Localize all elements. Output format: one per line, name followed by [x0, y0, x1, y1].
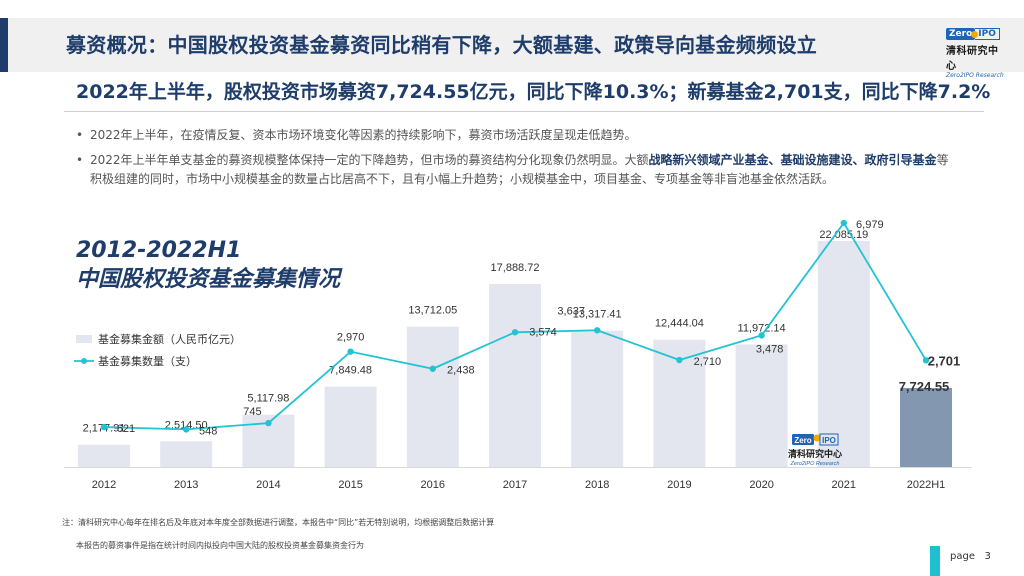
- bar-2018: [571, 330, 624, 467]
- count-value-label: 2,710: [694, 356, 722, 368]
- title-accent-bar: [0, 18, 8, 72]
- count-value-label: 745: [243, 406, 261, 418]
- count-point-2018: [594, 327, 601, 334]
- bar-2012: [78, 444, 130, 467]
- count-value-label: 2,970: [337, 332, 365, 344]
- bar-value-label: 5,117.98: [247, 393, 289, 405]
- x-tick-label: 2014: [256, 479, 280, 491]
- count-value-label: 3,637: [557, 305, 585, 317]
- footnote: 本报告的募资事件是指在统计时间内拟投向中国大陆的股权投资基金募集资金行为: [76, 541, 364, 550]
- bullet-item: 2022年上半年，在疫情反复、资本市场环境变化等因素的持续影响下，募资市场活跃度…: [74, 126, 954, 145]
- chart-title-text: 中国股权投资基金募集情况: [76, 267, 341, 292]
- watermark-logo-left: [792, 434, 814, 445]
- count-point-2017: [511, 329, 519, 336]
- x-tick-label: 2019: [667, 479, 691, 491]
- count-point-2020: [758, 332, 765, 339]
- footnote: 注：清科研究中心每年在排名后及年底对本年度全部数据进行调整，本报告中“同比”若无…: [62, 518, 495, 527]
- bar-2021: [817, 241, 870, 467]
- logo-dot-icon: [971, 30, 979, 38]
- bar-value-label: 7,849.48: [329, 365, 372, 377]
- x-tick-label: 2020: [749, 479, 773, 491]
- logo-brand-left: Zero: [946, 28, 976, 40]
- bar-value-label: 22,085.19: [819, 229, 868, 241]
- bar-value-label: 11,972.14: [738, 322, 786, 334]
- bar-2017: [489, 283, 541, 467]
- x-tick-label: 2013: [174, 479, 198, 491]
- title-band: [8, 18, 1024, 72]
- count-point-2012: [100, 423, 108, 431]
- x-tick-label: 2018: [585, 479, 609, 491]
- watermark-name-cn: 清科研究中心: [788, 448, 842, 460]
- x-tick-label: 2021: [832, 479, 856, 491]
- bar-value-label: 17,888.72: [491, 262, 540, 274]
- page-value: 3: [984, 551, 991, 562]
- legend-label-amount: 基金募集金额（人民币亿元）: [98, 332, 241, 346]
- x-tick-label: 2022H1: [907, 479, 946, 491]
- watermark-logo-right: [819, 433, 839, 446]
- bar-value-label: 7,724.55: [899, 379, 950, 394]
- bar-2016: [406, 326, 459, 467]
- bullet-list: 2022年上半年，在疫情反复、资本市场环境变化等因素的持续影响下，募资市场活跃度…: [74, 126, 954, 195]
- x-tick-label: 2012: [92, 479, 116, 491]
- zero2ipo-logo: Zero IPO 清科研究中心 Zero2IPO Research: [946, 28, 1008, 79]
- count-value-label: 548: [199, 425, 217, 437]
- bar-2015: [324, 386, 377, 467]
- x-tick-label: 2017: [503, 479, 527, 491]
- page-title: 募资概况：中国股权投资基金募资同比稍有下降，大额基建、政策导向基金频频设立: [66, 33, 818, 57]
- watermark-brand-left: Zero: [794, 436, 811, 445]
- bullet-text: 2022年上半年单支基金的募资规模整体保持一定的下降趋势，但市场的募资结构分化现…: [90, 153, 649, 167]
- page-label: page: [950, 551, 975, 562]
- count-point-2013: [183, 426, 190, 433]
- bar-2013: [160, 441, 213, 467]
- x-tick-label: 2015: [338, 479, 362, 491]
- bar-2022H1: [900, 387, 952, 467]
- bar-value-label: 12,444.04: [655, 318, 704, 330]
- count-point-2019: [676, 356, 683, 364]
- legend-marker-count: [81, 358, 87, 364]
- bullet-text: 等积极组建的同时，市场中小规模基金的数量占比居高不下，且有小幅上升趋势；小规模基…: [90, 153, 949, 186]
- count-value-label: 2,701: [928, 353, 961, 368]
- watermark-dot-icon: [813, 434, 821, 442]
- count-value-label: 621: [117, 423, 135, 435]
- chart-title-years: 2012-2022H1: [76, 238, 242, 263]
- divider: [64, 111, 984, 112]
- subtitle-headline: 2022年上半年，股权投资市场募资7,724.55亿元，同比下降10.3%；新募…: [76, 81, 991, 103]
- count-value-label: 3,478: [756, 343, 784, 355]
- watermark-brand-right: IPO: [822, 436, 836, 445]
- count-point-2022H1: [922, 357, 930, 364]
- chart-title: 2012-2022H1 中国股权投资基金募集情况: [76, 236, 340, 294]
- legend-swatch-amount: [76, 335, 92, 343]
- bar-2020: [735, 344, 788, 467]
- count-value-label: 2,438: [447, 365, 475, 377]
- x-tick-label: 2016: [421, 479, 445, 491]
- count-value-label: 6,979: [856, 219, 884, 231]
- count-value-label: 3,574: [529, 326, 557, 338]
- count-point-2016: [429, 365, 436, 372]
- bullet-item: 2022年上半年单支基金的募资规模整体保持一定的下降趋势，但市场的募资结构分化现…: [74, 151, 954, 189]
- page-number: page 3: [950, 551, 991, 562]
- logo-name-en: Zero2IPO Research: [946, 72, 1004, 79]
- count-point-2014: [265, 419, 272, 427]
- logo-brand-right: IPO: [975, 28, 1000, 40]
- page-accent-bar: [930, 546, 940, 576]
- bar-value-label: 13,317.41: [573, 309, 622, 321]
- count-point-2021: [840, 219, 847, 227]
- count-point-2015: [347, 348, 354, 355]
- watermark-name-en: Zero2IPO Research: [790, 461, 840, 467]
- logo-name-cn: 清科研究中心: [946, 46, 999, 72]
- bar-value-label: 13,712.05: [408, 305, 457, 317]
- bullet-emphasis: 战略新兴领域产业基金、基础设施建设、政府引导基金: [648, 153, 937, 167]
- legend-label-count: 基金募集数量（支）: [98, 354, 197, 368]
